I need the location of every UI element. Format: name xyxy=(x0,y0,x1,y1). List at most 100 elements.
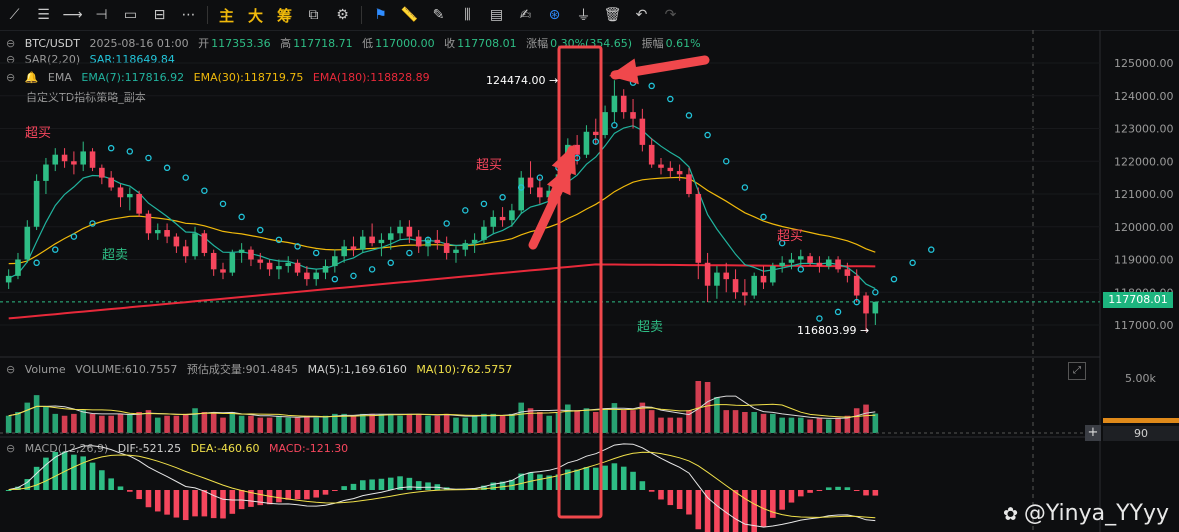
bookmark-icon[interactable]: ⚑ xyxy=(374,7,387,23)
volume-ma10: MA(10):762.5757 xyxy=(416,363,513,376)
candle-body xyxy=(462,243,469,250)
ema30-value: EMA(30):118719.75 xyxy=(193,71,304,84)
candle-body xyxy=(238,249,245,253)
filter-icon[interactable]: ⏚ xyxy=(576,8,591,24)
sar-dots xyxy=(33,79,935,322)
macd-dea-line xyxy=(8,451,876,519)
macd-hist-bar xyxy=(490,482,497,490)
sar-dot xyxy=(462,207,469,214)
macd-hist-bar xyxy=(359,480,366,490)
note-icon[interactable]: ✍ xyxy=(519,7,532,23)
settings-icon[interactable]: ⚙ xyxy=(336,7,349,23)
arrow-up-1 xyxy=(528,165,573,250)
ray-icon[interactable]: ⟶ xyxy=(62,7,83,23)
volume-bar xyxy=(602,408,608,433)
compare-icon[interactable]: ⫼ xyxy=(464,7,471,23)
undo-icon[interactable]: ↶ xyxy=(635,7,648,23)
macd-hist-bar xyxy=(574,469,580,490)
add-icon[interactable]: + xyxy=(1085,425,1101,441)
trendline-icon[interactable]: ⟋ xyxy=(9,7,20,23)
sar-dot xyxy=(89,220,96,227)
overbought-label-2: 超买 xyxy=(476,158,503,173)
expand-icon[interactable]: ⤢ xyxy=(1068,362,1086,380)
macd-hist-bar xyxy=(238,490,245,510)
volume-bars xyxy=(0,381,1100,434)
sar-dot xyxy=(70,233,78,240)
volume-bar xyxy=(853,408,860,433)
volume-bar xyxy=(229,412,236,433)
candle-body xyxy=(611,95,618,113)
close-label: 收 xyxy=(444,37,456,50)
volume-bar xyxy=(117,413,124,433)
volume-bar xyxy=(835,417,841,433)
big-order-button[interactable]: 大 xyxy=(247,6,263,25)
price-tick-label: 119000.00 xyxy=(1114,254,1174,267)
sar-dot xyxy=(517,184,525,191)
candle-body xyxy=(229,252,236,273)
low-label: 低 xyxy=(362,37,374,50)
volume-bar xyxy=(24,402,31,433)
volume-bar xyxy=(173,415,180,433)
volume-bar xyxy=(816,417,823,433)
candle-body xyxy=(15,259,21,276)
ohlc-legend: ⊖ BTC/USDT 2025-08-16 01:00 开 117353.36 高… xyxy=(6,35,707,51)
ema-name: EMA xyxy=(47,71,72,84)
hline-icon[interactable]: ⊣ xyxy=(95,7,108,23)
macd-hist-bar xyxy=(313,490,319,498)
price-tick-label: 121000.00 xyxy=(1114,188,1174,201)
magnet-icon[interactable]: ⊛ xyxy=(548,7,561,23)
redo-icon[interactable]: ↷ xyxy=(664,7,677,23)
fib-icon[interactable]: ⊟ xyxy=(153,7,166,23)
candle-body xyxy=(592,131,599,136)
ema30-path xyxy=(8,176,876,265)
candle-body xyxy=(667,167,674,172)
collapse-icon[interactable]: ⊖ xyxy=(6,37,16,50)
ruler-icon[interactable]: 📏 xyxy=(400,7,419,23)
bell-icon[interactable]: 🔔 xyxy=(24,71,39,84)
candle-body xyxy=(788,259,795,263)
rect-icon[interactable]: ▭ xyxy=(123,7,138,23)
collapse-icon[interactable]: ⊖ xyxy=(6,442,16,455)
sar-dot xyxy=(107,144,115,152)
sar-dot xyxy=(499,194,506,201)
more-icon[interactable]: ⋯ xyxy=(181,7,196,23)
chip-button[interactable]: 筹 xyxy=(276,6,292,25)
sar-dot xyxy=(592,138,600,145)
sar-dot xyxy=(424,236,432,244)
price-tick-label: 124000.00 xyxy=(1114,90,1174,103)
volume-bar xyxy=(555,412,562,433)
candle-body xyxy=(620,95,627,113)
volume-bar xyxy=(583,408,590,433)
oversold-label-2: 超卖 xyxy=(637,320,664,335)
arrow-up-1-head xyxy=(546,164,571,196)
volume-bar xyxy=(518,402,525,433)
macd-hist-bar xyxy=(872,490,879,496)
sar-dot xyxy=(350,272,357,280)
macd-hist-bar xyxy=(760,490,767,527)
candle-body xyxy=(453,249,459,253)
macd-dif-line xyxy=(8,443,876,528)
amp-label: 振幅 xyxy=(641,37,664,50)
candle-body xyxy=(99,167,105,178)
volume-bar xyxy=(732,410,739,433)
hlines-icon[interactable]: ☰ xyxy=(37,7,50,23)
amp-value: 0.61% xyxy=(665,37,701,50)
volume-bar xyxy=(15,412,21,433)
candle-body xyxy=(546,190,552,198)
collapse-icon[interactable]: ⊖ xyxy=(6,71,16,84)
calendar-icon[interactable]: ▤ xyxy=(489,7,504,23)
volume-bar xyxy=(415,413,422,433)
pencil-icon[interactable]: ✎ xyxy=(432,7,445,23)
sar-dot xyxy=(312,249,320,257)
collapse-icon[interactable]: ⊖ xyxy=(6,53,16,66)
screenshot-icon[interactable]: ⧉ xyxy=(308,7,319,23)
candle-body xyxy=(341,246,347,257)
sar-dot xyxy=(685,112,693,119)
trash-icon[interactable]: 🗑 xyxy=(603,7,622,23)
collapse-icon[interactable]: ⊖ xyxy=(6,363,16,376)
watermark: ✿ @Yinya_YYyy xyxy=(1003,501,1169,526)
volume-bar xyxy=(742,412,748,433)
main-indicator-button[interactable]: 主 xyxy=(218,6,234,25)
macd-hist-bar xyxy=(443,487,450,490)
macd-hist-bar xyxy=(527,472,534,490)
